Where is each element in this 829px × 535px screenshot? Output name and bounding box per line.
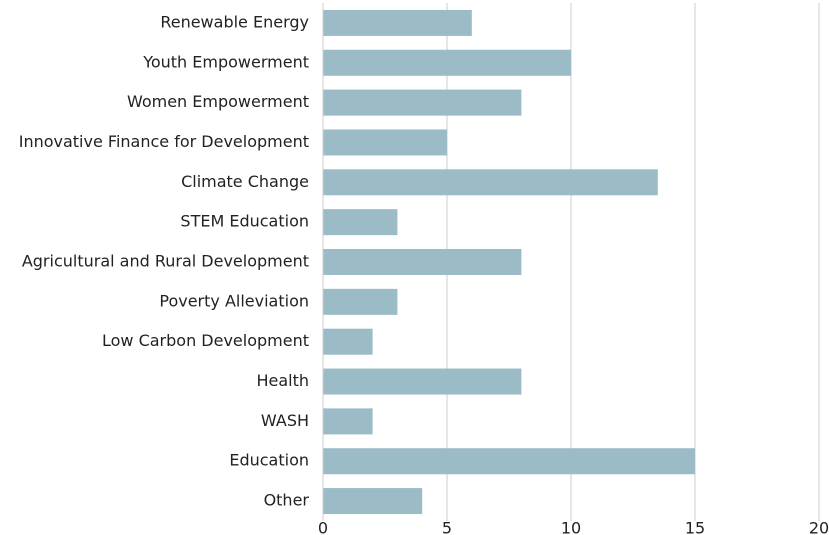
y-tick-label: Health [256, 371, 309, 390]
x-tick-label: 5 [442, 519, 452, 535]
bar [323, 408, 373, 435]
bar [323, 89, 522, 116]
y-tick-label: Education [229, 451, 309, 470]
y-tick-label: Innovative Finance for Development [19, 132, 309, 151]
y-tick-label: Low Carbon Development [102, 331, 309, 350]
bar [323, 368, 522, 395]
y-tick-label: STEM Education [180, 212, 309, 231]
x-tick-label: 15 [685, 519, 705, 535]
x-tick-label: 20 [809, 519, 829, 535]
y-tick-label: Women Empowerment [127, 92, 309, 111]
x-tick-label: 0 [318, 519, 328, 535]
y-tick-label: Other [264, 491, 310, 510]
bar [323, 488, 423, 515]
bar [323, 129, 447, 156]
bar [323, 169, 658, 196]
bar [323, 209, 398, 236]
y-tick-label: Agricultural and Rural Development [22, 252, 309, 271]
x-tick-label: 10 [561, 519, 581, 535]
y-tick-label: Climate Change [181, 172, 309, 191]
bar [323, 328, 373, 355]
bar [323, 448, 695, 475]
y-tick-label: Renewable Energy [160, 12, 309, 31]
y-tick-label: Youth Empowerment [142, 52, 309, 71]
bar [323, 288, 398, 315]
y-tick-label: WASH [261, 411, 309, 430]
y-tick-label: Poverty Alleviation [159, 291, 309, 310]
bar [323, 249, 522, 275]
bar [323, 49, 571, 76]
bar [323, 9, 472, 36]
